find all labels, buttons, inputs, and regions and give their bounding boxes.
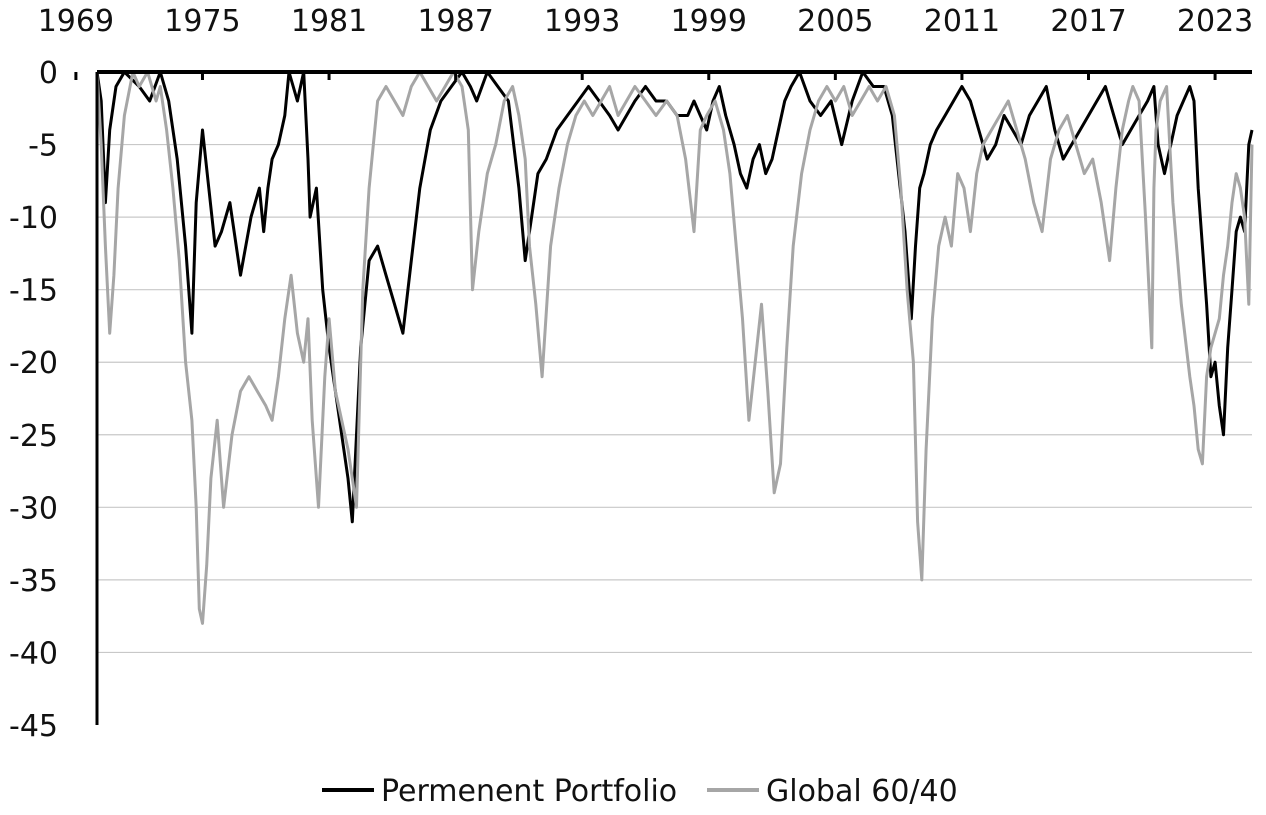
x-tick-label: 1987 [417,4,493,39]
series-line-permanent-portfolio [95,70,1254,524]
y-tick-label: 0 [39,56,58,91]
x-tick-label: 2017 [1050,4,1126,39]
x-tick-label: 2011 [924,4,1000,39]
y-tick-label: -35 [9,564,58,599]
y-axis-ticks: 0 -5 -10 -15 -20 -25 -30 -35 -40 -45 [9,56,58,744]
x-axis-ticks: 1969 1975 1981 1987 1993 1999 2005 2011 2017 2023 [38,4,1253,80]
legend-label-permanent: Permenent Portfolio [381,774,677,809]
x-tick-label: 1981 [291,4,367,39]
series-layer [95,70,1254,625]
y-tick-label: -25 [9,419,58,454]
x-tick-label: 1999 [671,4,747,39]
x-tick-label: 2005 [797,4,873,39]
y-tick-label: -45 [9,709,58,744]
x-tick-label: 2023 [1177,4,1253,39]
y-tick-label: -5 [28,129,58,164]
gridlines [97,143,1252,654]
legend-item-global: Global 60/40 [707,774,958,809]
y-tick-label: -10 [9,201,58,236]
axes [95,70,1252,725]
legend-item-permanent: Permenent Portfolio [322,774,677,809]
y-tick-label: -30 [9,491,58,526]
x-tick-label: 1969 [38,4,114,39]
x-tick-label: 1975 [164,4,240,39]
y-tick-label: -40 [9,636,58,671]
y-tick-label: -20 [9,346,58,381]
legend-label-global: Global 60/40 [766,774,958,809]
y-tick-label: -15 [9,274,58,309]
legend: Permenent Portfolio Global 60/40 [322,774,958,809]
x-tick-label: 1993 [544,4,620,39]
series-line-global-60-40 [95,70,1254,625]
